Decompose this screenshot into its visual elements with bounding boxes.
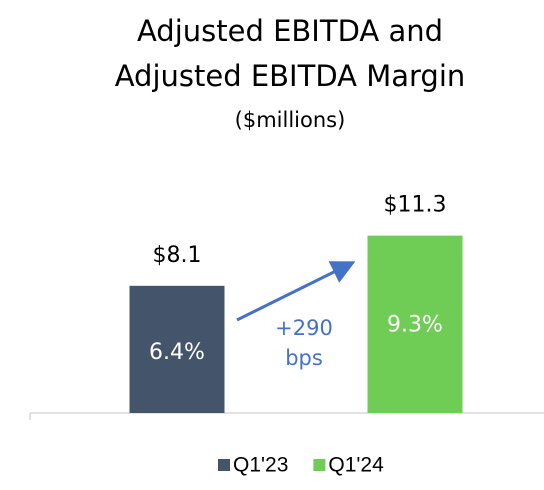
bar xyxy=(367,235,463,413)
margin-label: 9.3% xyxy=(387,312,443,337)
chart-title: Adjusted EBITDA Margin xyxy=(115,59,466,93)
chart-title: Adjusted EBITDA and xyxy=(137,14,443,48)
legend-label: Q1'23 xyxy=(233,454,288,477)
annotation: bps xyxy=(285,346,323,370)
legend-swatch xyxy=(218,459,230,471)
bar xyxy=(129,285,225,413)
chart-subtitle: ($millions) xyxy=(235,108,346,132)
legend-swatch xyxy=(313,459,326,471)
legend-label: Q1'24 xyxy=(328,454,384,477)
annotation: +290 xyxy=(275,316,333,340)
change-arrow xyxy=(236,261,356,322)
margin-label: 6.4% xyxy=(149,340,205,365)
value-label: $8.1 xyxy=(153,243,202,268)
value-label: $11.3 xyxy=(384,193,447,218)
